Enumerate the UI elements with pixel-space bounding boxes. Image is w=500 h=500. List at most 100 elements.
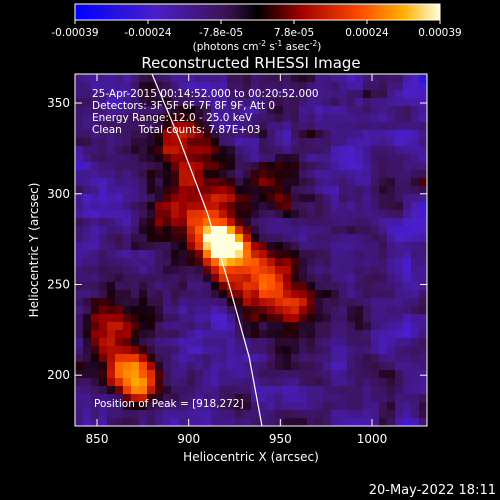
heatmap-cell	[355, 386, 364, 395]
heatmap-cell	[355, 282, 364, 291]
heatmap-cell	[131, 338, 140, 347]
heatmap-cell	[395, 114, 404, 123]
heatmap-cell	[371, 314, 380, 323]
heatmap-cell	[155, 386, 164, 395]
heatmap-cell	[235, 226, 244, 235]
heatmap-cell	[323, 138, 332, 147]
heatmap-cell	[123, 218, 132, 227]
heatmap-cell	[411, 210, 420, 219]
heatmap-cell	[275, 402, 284, 411]
heatmap-cell	[403, 362, 412, 371]
heatmap-cell	[163, 378, 172, 387]
heatmap-cell	[387, 266, 396, 275]
heatmap-cell	[243, 378, 252, 387]
heatmap-cell	[227, 394, 236, 403]
heatmap-cell	[379, 218, 388, 227]
heatmap-cell	[99, 402, 108, 411]
heatmap-cell	[195, 322, 204, 331]
heatmap-cell	[211, 338, 220, 347]
heatmap-cell	[107, 74, 116, 83]
heatmap-cell	[75, 386, 84, 395]
heatmap-cell	[171, 418, 180, 426]
heatmap-cell	[307, 98, 316, 107]
heatmap-cell	[331, 282, 340, 291]
heatmap-cell	[203, 418, 212, 426]
heatmap-cell	[267, 378, 276, 387]
heatmap-cell	[411, 186, 420, 195]
heatmap-cell	[347, 202, 356, 211]
heatmap-cell	[75, 338, 84, 347]
heatmap-cell	[419, 362, 427, 371]
heatmap-cell	[75, 122, 84, 131]
heatmap-cell	[355, 322, 364, 331]
heatmap-cell	[99, 154, 108, 163]
heatmap-cell	[91, 274, 100, 283]
heatmap-cell	[291, 242, 300, 251]
heatmap-cell	[155, 314, 164, 323]
heatmap-cell	[147, 114, 156, 123]
heatmap-cell	[331, 410, 340, 419]
heatmap-cell	[227, 370, 236, 379]
heatmap-cell	[419, 218, 427, 227]
heatmap-cell	[75, 178, 84, 187]
heatmap-cell	[411, 146, 420, 155]
heatmap-cell	[147, 74, 156, 83]
heatmap-cell	[395, 346, 404, 355]
heatmap-cell	[83, 138, 92, 147]
heatmap-cell	[147, 306, 156, 315]
heatmap-cell	[211, 226, 220, 235]
heatmap-cell	[403, 234, 412, 243]
heatmap-cell	[323, 226, 332, 235]
heatmap-cell	[267, 210, 276, 219]
heatmap-cell	[195, 290, 204, 299]
heatmap-cell	[171, 266, 180, 275]
heatmap-cell	[243, 170, 252, 179]
heatmap-cell	[331, 194, 340, 203]
heatmap-cell	[107, 242, 116, 251]
heatmap-cell	[219, 170, 228, 179]
heatmap-cell	[203, 138, 212, 147]
heatmap-cell	[107, 90, 116, 99]
heatmap-cell	[155, 354, 164, 363]
heatmap-cell	[99, 330, 108, 339]
heatmap-cell	[243, 114, 252, 123]
heatmap-cell	[155, 106, 164, 115]
heatmap-cell	[75, 74, 84, 83]
heatmap-cell	[107, 250, 116, 259]
heatmap-cell	[267, 242, 276, 251]
heatmap-cell	[307, 362, 316, 371]
heatmap-cell	[259, 274, 268, 283]
heatmap-cell	[275, 186, 284, 195]
heatmap-cell	[371, 338, 380, 347]
heatmap-cell	[219, 114, 228, 123]
heatmap-cell	[363, 114, 372, 123]
heatmap-cell	[275, 130, 284, 139]
heatmap-cell	[155, 82, 164, 91]
heatmap-cell	[395, 146, 404, 155]
heatmap-cell	[195, 330, 204, 339]
heatmap-cell	[107, 402, 116, 411]
heatmap-cell	[403, 266, 412, 275]
heatmap-cell	[227, 114, 236, 123]
heatmap-cell	[227, 338, 236, 347]
heatmap-cell	[99, 130, 108, 139]
heatmap-cell	[227, 378, 236, 387]
heatmap-cell	[275, 250, 284, 259]
heatmap-cell	[299, 178, 308, 187]
heatmap-cell	[131, 354, 140, 363]
heatmap-cell	[91, 162, 100, 171]
heatmap-cell	[139, 386, 148, 395]
heatmap-cell	[291, 266, 300, 275]
heatmap-cell	[131, 306, 140, 315]
heatmap-cell	[147, 234, 156, 243]
heatmap-cell	[387, 146, 396, 155]
heatmap-cell	[307, 114, 316, 123]
heatmap-cell	[163, 90, 172, 99]
heatmap-cell	[291, 394, 300, 403]
heatmap-cell	[347, 402, 356, 411]
heatmap-cell	[387, 194, 396, 203]
heatmap-cell	[99, 418, 108, 426]
heatmap-cell	[243, 258, 252, 267]
heatmap-cell	[195, 234, 204, 243]
colorbar	[74, 3, 441, 21]
